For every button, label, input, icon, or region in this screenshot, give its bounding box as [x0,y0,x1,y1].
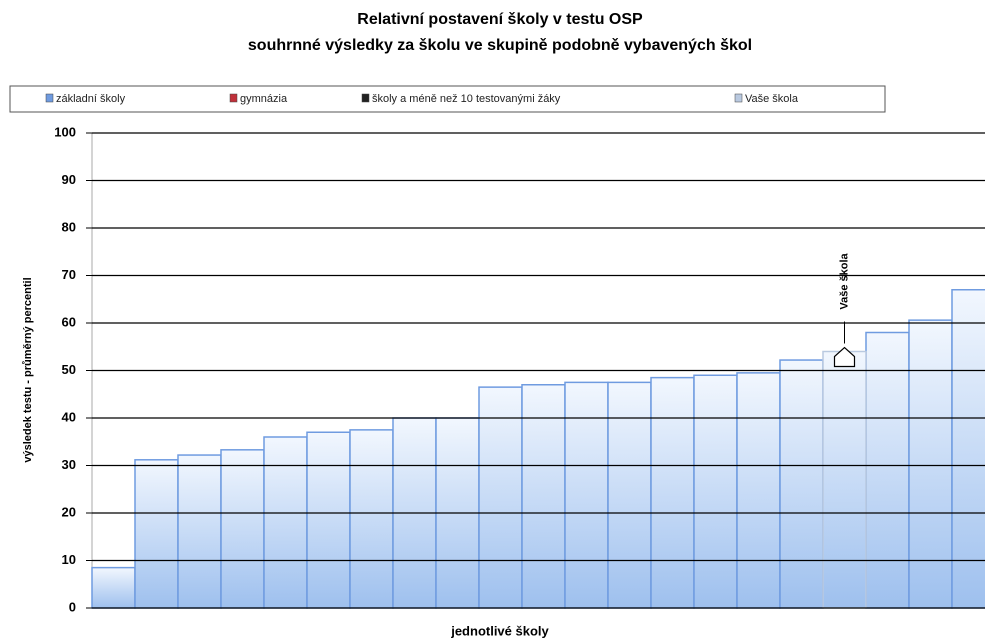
y-tick-label: 30 [62,457,76,472]
y-axis-label: výsledek testu - průměrný percentil [22,277,34,462]
legend-swatch [361,93,370,103]
bar [306,431,351,609]
legend-label: Vaše škola [745,93,799,105]
bar [220,449,265,609]
y-tick-label: 60 [62,314,76,329]
bar [822,350,867,609]
y-tick-label: 70 [62,267,76,282]
y-tick-label: 0 [69,599,76,614]
legend-label: školy a méně než 10 testovanými žáky [372,93,561,105]
bar [779,359,824,609]
bar [951,289,985,609]
legend-swatch [734,93,743,103]
bar [564,381,609,609]
y-tick-label: 20 [62,504,76,519]
bar [91,566,136,609]
legend-label: gymnázia [240,93,288,105]
legend-swatch [45,93,54,103]
bar [865,331,910,609]
bar [263,436,308,609]
chart-subtitle: souhrnné výsledky za školu ve skupině po… [248,37,752,54]
legend-swatch [229,93,238,103]
bar [736,372,781,609]
bar [650,376,695,609]
y-tick-label: 80 [62,219,76,234]
y-tick-label: 90 [62,172,76,187]
bar [478,386,523,609]
x-axis-label: jednotlivé školy [450,623,549,638]
bar [349,429,394,609]
y-tick-label: 50 [62,362,76,377]
y-tick-label: 100 [54,124,76,139]
legend-label: základní školy [56,93,126,105]
bar [177,454,222,609]
bar [693,374,738,609]
chart-title: Relativní postavení školy v testu OSP [357,11,643,28]
y-tick-label: 40 [62,409,76,424]
bar [134,459,179,609]
bar [908,319,953,609]
y-tick-label: 10 [62,552,76,567]
house-marker [833,346,856,368]
bar [607,381,652,609]
annotation: Vaše škola [838,252,850,309]
